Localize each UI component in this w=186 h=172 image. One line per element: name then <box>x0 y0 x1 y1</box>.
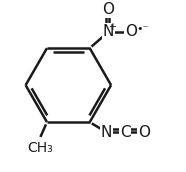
Text: •⁻: •⁻ <box>136 24 149 34</box>
Text: O: O <box>103 2 115 17</box>
Text: C: C <box>120 125 130 139</box>
Text: +: + <box>108 22 116 32</box>
Text: O: O <box>125 24 137 39</box>
Text: O: O <box>138 125 150 139</box>
Text: CH₃: CH₃ <box>28 141 53 155</box>
Text: N: N <box>100 125 112 139</box>
Text: N: N <box>103 24 114 39</box>
